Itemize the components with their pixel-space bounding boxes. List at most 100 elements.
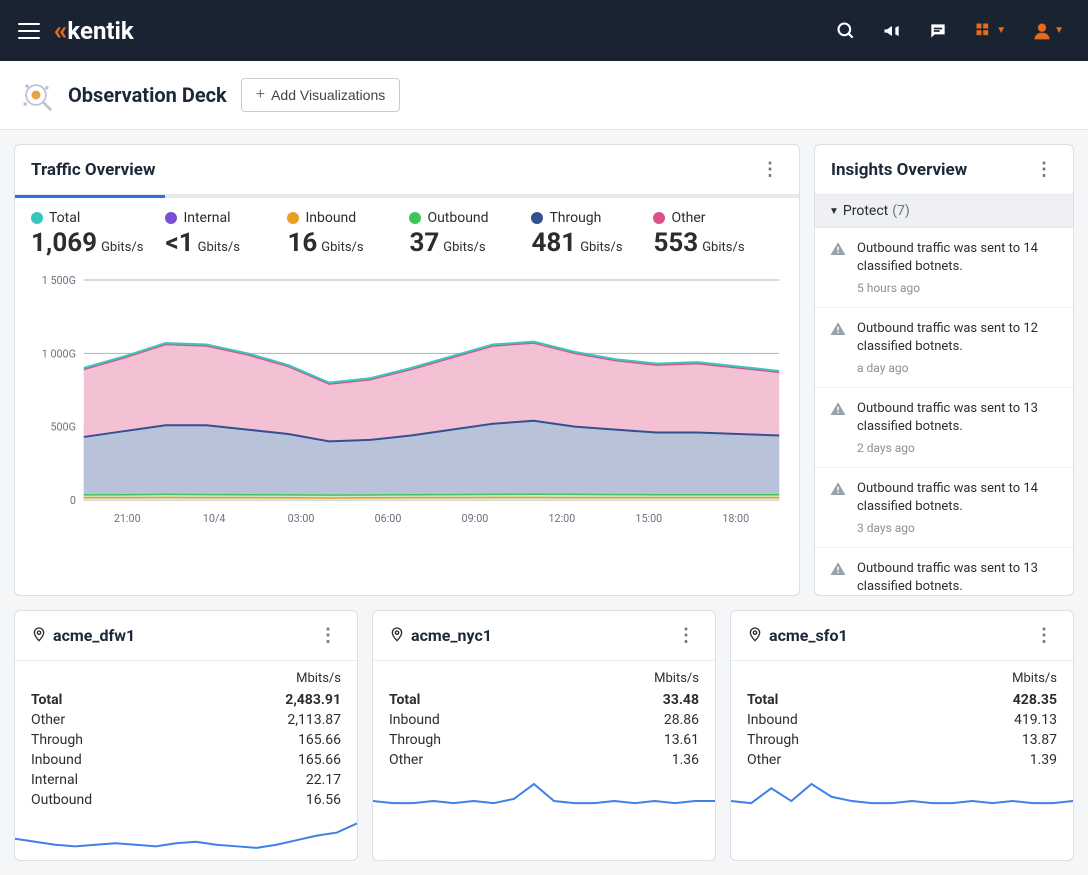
stat-key: Internal bbox=[31, 772, 78, 788]
stat-key: Total bbox=[389, 692, 420, 708]
svg-text:06:00: 06:00 bbox=[375, 512, 402, 525]
stat-value: 13.87 bbox=[1022, 732, 1057, 748]
chevron-down-icon: ▼ bbox=[829, 206, 839, 217]
traffic-overview-card: Traffic Overview ⋮ Total 1,069Gbits/s In… bbox=[14, 144, 800, 596]
warning-triangle-icon bbox=[829, 400, 847, 418]
observation-deck-icon bbox=[18, 77, 54, 113]
stat-row: Total 33.48 bbox=[389, 690, 699, 710]
site-name: acme_sfo1 bbox=[769, 626, 848, 645]
stat-key: Other bbox=[747, 752, 781, 768]
site-card: acme_dfw1 ⋮ Mbits/s Total 2,483.91 Other… bbox=[14, 610, 358, 861]
metric-label: Inbound bbox=[287, 210, 387, 226]
stat-row: Through 165.66 bbox=[31, 730, 341, 750]
card-menu-icon[interactable]: ⋮ bbox=[315, 625, 341, 646]
top-nav: « kentik ▼ ▼ bbox=[0, 0, 1088, 61]
stat-key: Through bbox=[389, 732, 441, 748]
svg-text:03:00: 03:00 bbox=[288, 512, 315, 525]
series-dot-icon bbox=[653, 212, 665, 224]
insight-time: a day ago bbox=[857, 361, 1059, 375]
accent-bar bbox=[15, 195, 799, 198]
stat-key: Total bbox=[747, 692, 778, 708]
chat-icon[interactable] bbox=[922, 15, 954, 47]
insight-item[interactable]: Outbound traffic was sent to 12 classifi… bbox=[815, 308, 1073, 388]
insight-item[interactable]: Outbound traffic was sent to 13 classifi… bbox=[815, 548, 1073, 595]
stat-row: Internal 22.17 bbox=[31, 770, 341, 790]
stat-value: 2,483.91 bbox=[285, 692, 341, 708]
metric-label: Other bbox=[653, 210, 753, 226]
stat-value: 419.13 bbox=[1014, 712, 1057, 728]
metric-label: Internal bbox=[165, 210, 265, 226]
plus-icon: + bbox=[256, 86, 265, 104]
unit-label: Mbits/s bbox=[747, 671, 1057, 686]
megaphone-icon[interactable] bbox=[876, 15, 908, 47]
stat-row: Other 1.36 bbox=[389, 750, 699, 770]
search-icon[interactable] bbox=[830, 15, 862, 47]
insight-time: 5 hours ago bbox=[857, 281, 1059, 295]
card-menu-icon[interactable]: ⋮ bbox=[673, 625, 699, 646]
metric-value: 481Gbits/s bbox=[531, 228, 631, 258]
insight-item[interactable]: Outbound traffic was sent to 13 classifi… bbox=[815, 388, 1073, 468]
metric-other: Other 553Gbits/s bbox=[653, 210, 753, 258]
insight-time: 3 days ago bbox=[857, 521, 1059, 535]
stat-key: Through bbox=[747, 732, 799, 748]
insights-title: Insights Overview bbox=[831, 160, 967, 180]
map-pin-icon bbox=[747, 626, 763, 646]
brand-name: kentik bbox=[67, 17, 133, 45]
stat-value: 33.48 bbox=[663, 692, 699, 708]
user-menu[interactable]: ▼ bbox=[1026, 15, 1070, 47]
apps-grid-icon[interactable]: ▼ bbox=[968, 15, 1012, 47]
sparkline-chart bbox=[15, 814, 357, 860]
stat-key: Other bbox=[31, 712, 65, 728]
stat-key: Outbound bbox=[31, 792, 92, 808]
insights-body[interactable]: ▼ Protect (7) Outbound traffic was sent … bbox=[815, 195, 1073, 595]
stat-value: 2,113.87 bbox=[287, 712, 341, 728]
stat-key: Inbound bbox=[389, 712, 440, 728]
series-dot-icon bbox=[531, 212, 543, 224]
sparkline-wrap bbox=[15, 814, 357, 860]
metric-total: Total 1,069Gbits/s bbox=[31, 210, 143, 258]
warning-triangle-icon bbox=[829, 240, 847, 258]
menu-hamburger-icon[interactable] bbox=[18, 23, 40, 39]
metric-outbound: Outbound 37Gbits/s bbox=[409, 210, 509, 258]
metric-value: 553Gbits/s bbox=[653, 228, 753, 258]
stat-value: 428.35 bbox=[1013, 692, 1057, 708]
warning-triangle-icon bbox=[829, 480, 847, 498]
svg-text:15:00: 15:00 bbox=[635, 512, 662, 525]
insights-section-count: 7 bbox=[897, 203, 905, 219]
stat-value: 13.61 bbox=[664, 732, 699, 748]
svg-text:18:00: 18:00 bbox=[722, 512, 749, 525]
insights-section-header[interactable]: ▼ Protect (7) bbox=[815, 195, 1073, 228]
svg-text:10/4: 10/4 bbox=[203, 512, 226, 525]
site-card: acme_sfo1 ⋮ Mbits/s Total 428.35 Inbound… bbox=[730, 610, 1074, 861]
page-header: Observation Deck + Add Visualizations bbox=[0, 61, 1088, 130]
brand-logo[interactable]: « kentik bbox=[54, 16, 134, 46]
stat-row: Outbound 16.56 bbox=[31, 790, 341, 810]
series-dot-icon bbox=[165, 212, 177, 224]
stat-key: Inbound bbox=[747, 712, 798, 728]
insight-item[interactable]: Outbound traffic was sent to 14 classifi… bbox=[815, 468, 1073, 548]
stat-value: 1.36 bbox=[672, 752, 699, 768]
sparkline-wrap bbox=[731, 774, 1073, 820]
stat-key: Total bbox=[31, 692, 62, 708]
metric-label: Outbound bbox=[409, 210, 509, 226]
insight-text: Outbound traffic was sent to 14 classifi… bbox=[857, 480, 1059, 515]
map-pin-icon bbox=[389, 626, 405, 646]
traffic-chart-wrap: 0500G1 000G1 500G21:0010/403:0006:0009:0… bbox=[15, 264, 799, 544]
card-menu-icon[interactable]: ⋮ bbox=[1031, 625, 1057, 646]
add-viz-label: Add Visualizations bbox=[271, 87, 385, 103]
svg-text:0: 0 bbox=[70, 494, 76, 507]
site-header: acme_nyc1 bbox=[389, 626, 492, 646]
card-menu-icon[interactable]: ⋮ bbox=[1031, 159, 1057, 180]
svg-text:09:00: 09:00 bbox=[462, 512, 489, 525]
card-menu-icon[interactable]: ⋮ bbox=[757, 159, 783, 180]
metric-internal: Internal <1Gbits/s bbox=[165, 210, 265, 258]
insight-text: Outbound traffic was sent to 12 classifi… bbox=[857, 320, 1059, 355]
insight-text: Outbound traffic was sent to 13 classifi… bbox=[857, 560, 1059, 595]
stat-key: Other bbox=[389, 752, 423, 768]
insight-item[interactable]: Outbound traffic was sent to 14 classifi… bbox=[815, 228, 1073, 308]
stat-row: Inbound 28.86 bbox=[389, 710, 699, 730]
stat-value: 16.56 bbox=[306, 792, 341, 808]
svg-text:500G: 500G bbox=[50, 421, 75, 434]
add-visualizations-button[interactable]: + Add Visualizations bbox=[241, 78, 401, 112]
insights-card: Insights Overview ⋮ ▼ Protect (7) Outbou… bbox=[814, 144, 1074, 596]
